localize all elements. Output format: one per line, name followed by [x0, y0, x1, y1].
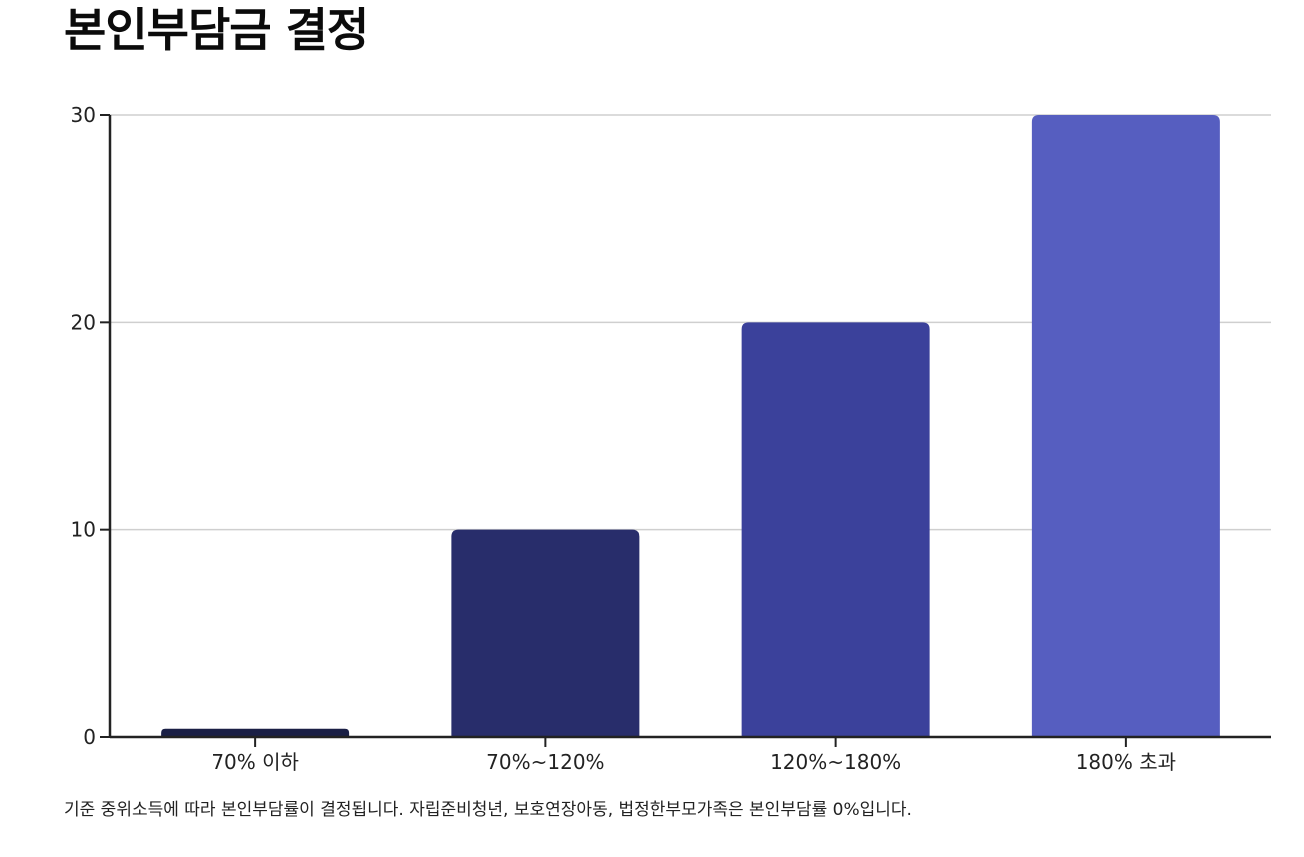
- x-tick-label: 180% 초과: [1076, 750, 1176, 774]
- x-tick-label: 70% 이하: [211, 750, 299, 774]
- x-tick-label: 70%~120%: [486, 750, 604, 774]
- labels: 0 10 20 30 70% 이하 70%~120% 120%~180% 180% 초과: [71, 103, 1177, 774]
- axes: [100, 114, 1271, 747]
- y-tick-label: 10: [71, 518, 96, 542]
- bars: [161, 115, 1220, 737]
- footnote: 기준 중위소득에 따라 본인부담률이 결정됩니다. 자립준비청년, 보호연장아동…: [64, 800, 912, 820]
- bar-3: [741, 322, 930, 737]
- y-tick-label: 20: [71, 310, 96, 334]
- bar-1: [161, 728, 350, 737]
- y-tick-label: 30: [71, 103, 96, 127]
- bar-2: [451, 529, 640, 737]
- page-title: 본인부담금 결정: [64, 3, 369, 57]
- bar-4: [1031, 115, 1220, 737]
- y-tick-label: 0: [83, 725, 96, 749]
- x-tick-label: 120%~180%: [770, 750, 901, 774]
